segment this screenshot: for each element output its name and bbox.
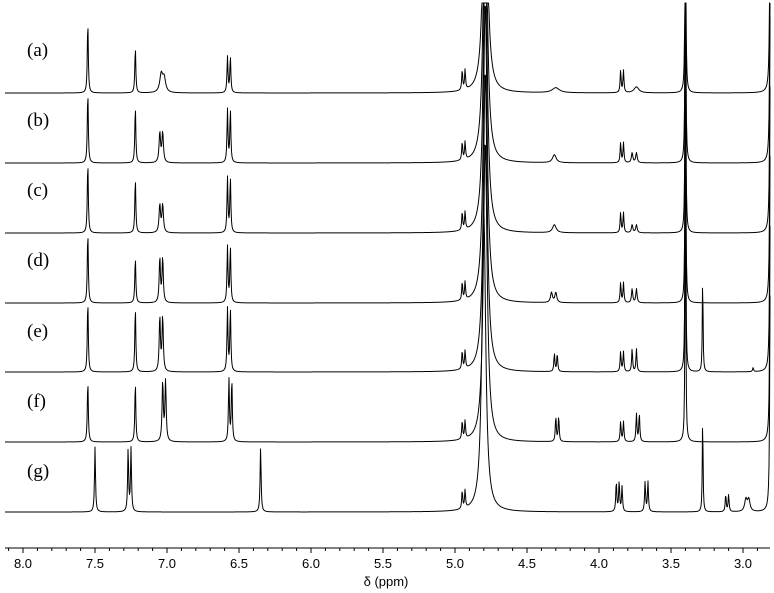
x-tick-label-5.0: 5.0 [446,556,464,571]
x-tick-label-6.5: 6.5 [230,556,248,571]
panel-labels: (a) (b) (c) (d) (e) (f) (g) [27,40,49,482]
spectrum-trace-c [5,2,771,234]
x-tick-label-4.0: 4.0 [590,556,608,571]
spectrum-trace-b [5,2,771,164]
spectra-traces [5,2,771,513]
panel-label-c: (c) [27,180,48,201]
panel-label-g: (g) [27,461,49,482]
panel-label-a: (a) [27,40,48,61]
x-axis: 8.07.57.06.56.05.55.04.54.03.53.02.5 δ (… [5,547,770,589]
spectrum-trace-d [5,5,771,304]
spectrum-trace-g [5,213,771,513]
x-axis-title: δ (ppm) [364,574,409,589]
x-tick-label-3.5: 3.5 [662,556,680,571]
spectrum-trace-f [5,144,771,443]
panel-label-d: (d) [27,250,49,271]
panel-label-e: (e) [27,321,48,342]
x-tick-label-7.5: 7.5 [86,556,104,571]
x-tick-label-3.0: 3.0 [734,556,752,571]
x-axis-ticks: 8.07.57.06.56.05.55.04.54.03.53.02.5 [8,548,758,571]
x-tick-label-6.0: 6.0 [302,556,320,571]
panel-label-f: (f) [27,391,46,412]
panel-label-b: (b) [27,110,49,131]
spectrum-trace-a [5,2,770,94]
x-tick-label-8.0: 8.0 [14,556,32,571]
spectrum-trace-e [5,74,771,373]
x-tick-label-5.5: 5.5 [374,556,392,571]
x-tick-label-7.0: 7.0 [158,556,176,571]
x-tick-label-4.5: 4.5 [518,556,536,571]
